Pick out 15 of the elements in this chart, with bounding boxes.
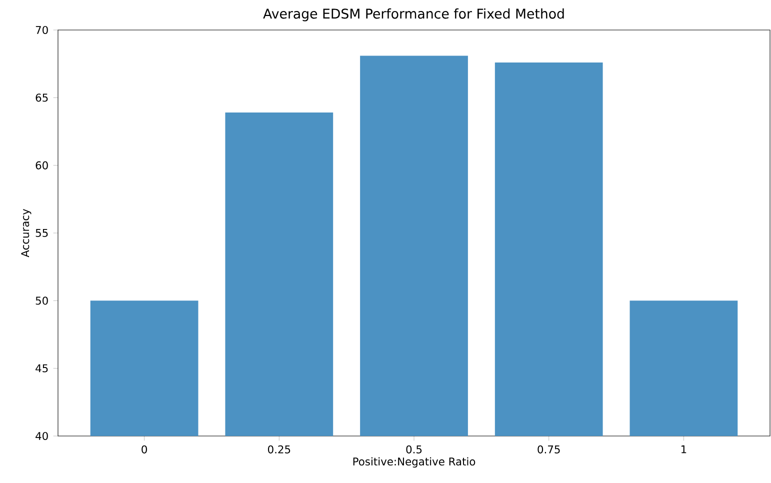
y-tick-label: 50: [36, 296, 48, 305]
y-tick-label: 65: [36, 94, 48, 102]
y-tick-label: 70: [36, 26, 48, 34]
y-tick-label: 60: [36, 161, 48, 170]
x-axis-title: Positive:Negative Ratio: [353, 457, 476, 468]
x-tick-label: 0: [142, 445, 147, 454]
y-tick-label: 55: [36, 229, 48, 237]
y-axis-title: Accuracy: [21, 208, 32, 258]
y-tick-label: 45: [36, 364, 48, 372]
x-tick-label: 0.25: [268, 445, 290, 454]
x-tick-label: 1: [681, 445, 686, 454]
x-tick-label: 0.5: [406, 445, 422, 454]
chart-title: Average EDSM Performance for Fixed Method: [263, 8, 564, 22]
y-tick-label: 40: [36, 432, 48, 440]
x-tick-label: 0.75: [538, 445, 560, 454]
